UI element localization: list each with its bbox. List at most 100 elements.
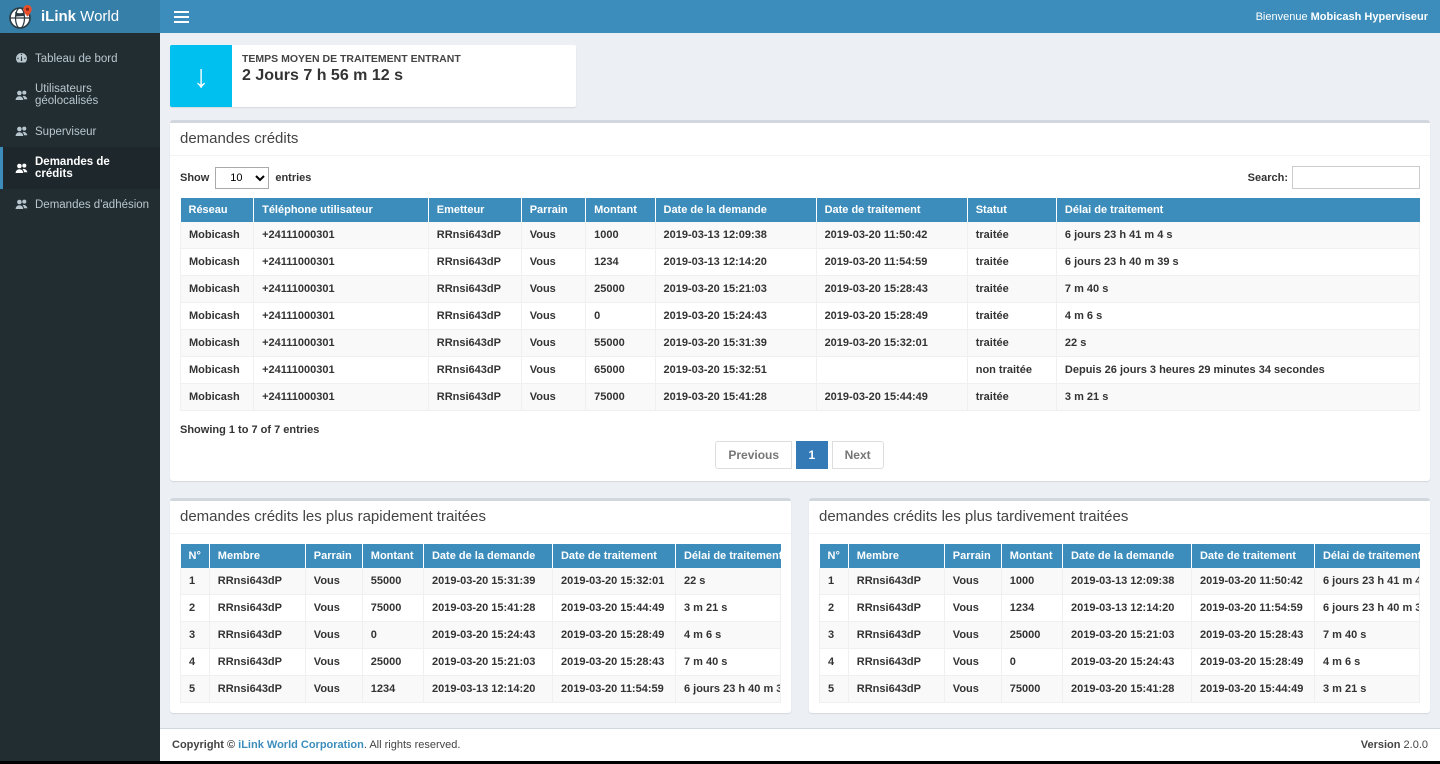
table-cell: 3 m 21 s bbox=[1056, 384, 1419, 411]
menu-icon bbox=[174, 16, 189, 18]
table-cell: 3 m 21 s bbox=[1314, 676, 1419, 703]
column-header[interactable]: Membre bbox=[209, 544, 305, 568]
sidebar-toggle-button[interactable] bbox=[160, 0, 203, 33]
column-header[interactable]: N° bbox=[820, 544, 849, 568]
column-header[interactable]: Parrain bbox=[305, 544, 362, 568]
table-cell: 2019-03-20 15:32:01 bbox=[552, 568, 675, 595]
table-cell: 2019-03-20 15:31:39 bbox=[423, 568, 552, 595]
stat-title: TEMPS MOYEN DE TRAITEMENT ENTRANT bbox=[242, 53, 461, 65]
table-cell: 4 m 6 s bbox=[675, 622, 780, 649]
previous-page-button[interactable]: Previous bbox=[715, 441, 792, 469]
column-header[interactable]: Statut bbox=[967, 198, 1056, 222]
table-cell: +24111000301 bbox=[254, 384, 429, 411]
dashboard-icon bbox=[15, 52, 28, 65]
sidebar-menu: Tableau de bord Utilisateurs géolocalisé… bbox=[0, 33, 160, 220]
table-cell: RRnsi643dP bbox=[428, 249, 521, 276]
table-cell: 25000 bbox=[1001, 622, 1062, 649]
column-header[interactable]: Montant bbox=[362, 544, 423, 568]
brand-logo[interactable]: iLink World bbox=[0, 0, 160, 33]
table-cell: 75000 bbox=[586, 384, 655, 411]
column-header[interactable]: Date de la demande bbox=[1062, 544, 1191, 568]
page-length-select[interactable]: 10 bbox=[215, 167, 269, 189]
table-cell: Mobicash bbox=[181, 384, 254, 411]
sidebar-item-label: Demandes d'adhésion bbox=[35, 199, 149, 211]
credits-panel-header: demandes crédits bbox=[170, 123, 1430, 156]
table-cell: 2019-03-20 15:32:01 bbox=[816, 330, 967, 357]
table-cell: +24111000301 bbox=[254, 303, 429, 330]
table-cell: RRnsi643dP bbox=[848, 676, 944, 703]
table-cell: 3 bbox=[181, 622, 210, 649]
sidebar-item-utilisateurs-geolocalises[interactable]: Utilisateurs géolocalisés bbox=[0, 74, 160, 116]
panel-title: demandes crédits bbox=[180, 130, 298, 147]
table-cell: 2019-03-20 15:41:28 bbox=[423, 595, 552, 622]
page-1-button[interactable]: 1 bbox=[796, 441, 829, 469]
table-cell: 25000 bbox=[586, 276, 655, 303]
column-header[interactable]: Date de traitement bbox=[552, 544, 675, 568]
table-cell: 2019-03-20 15:41:28 bbox=[655, 384, 816, 411]
table-cell: 3 bbox=[820, 622, 849, 649]
ilink-corporation-link[interactable]: iLink World Corporation bbox=[238, 739, 364, 751]
column-header[interactable]: Date de la demande bbox=[423, 544, 552, 568]
table-row: 4RRnsi643dPVous02019-03-20 15:24:432019-… bbox=[820, 649, 1420, 676]
column-header[interactable]: Date de la demande bbox=[655, 198, 816, 222]
table-row: Mobicash+24111000301RRnsi643dPVous02019-… bbox=[181, 303, 1420, 330]
table-cell: Vous bbox=[944, 676, 1001, 703]
copyright-label: Copyright © bbox=[172, 739, 238, 751]
next-page-button[interactable]: Next bbox=[832, 441, 884, 469]
table-row: 3RRnsi643dPVous02019-03-20 15:24:432019-… bbox=[181, 622, 781, 649]
sidebar-item-superviseur[interactable]: Superviseur bbox=[0, 116, 160, 147]
search-input[interactable] bbox=[1292, 166, 1420, 189]
table-cell: Vous bbox=[305, 595, 362, 622]
rights-text: . All rights reserved. bbox=[364, 739, 461, 751]
table-row: Mobicash+24111000301RRnsi643dPVous250002… bbox=[181, 276, 1420, 303]
column-header[interactable]: Parrain bbox=[944, 544, 1001, 568]
table-cell: 2019-03-20 15:44:49 bbox=[816, 384, 967, 411]
table-row: Mobicash+24111000301RRnsi643dPVous550002… bbox=[181, 330, 1420, 357]
version-text: Version 2.0.0 bbox=[1361, 739, 1428, 751]
version-number: 2.0.0 bbox=[1404, 739, 1428, 751]
sidebar: iLink World Tableau de bord Utilisateurs… bbox=[0, 0, 160, 761]
sidebar-item-demandes-d-adhesion[interactable]: Demandes d'adhésion bbox=[0, 189, 160, 220]
column-header[interactable]: N° bbox=[181, 544, 210, 568]
sidebar-item-demandes-de-credits[interactable]: Demandes de crédits bbox=[0, 147, 160, 189]
table-cell: RRnsi643dP bbox=[428, 222, 521, 249]
column-header[interactable]: Téléphone utilisateur bbox=[254, 198, 429, 222]
column-header[interactable]: Réseau bbox=[181, 198, 254, 222]
table-cell: 22 s bbox=[675, 568, 780, 595]
column-header[interactable]: Montant bbox=[1001, 544, 1062, 568]
table-cell: Mobicash bbox=[181, 357, 254, 384]
welcome-text[interactable]: Bienvenue Mobicash Hyperviseur bbox=[1256, 11, 1440, 23]
table-cell: RRnsi643dP bbox=[428, 330, 521, 357]
column-header[interactable]: Délai de traitement bbox=[1056, 198, 1419, 222]
table-head: N°MembreParrainMontantDate de la demande… bbox=[820, 544, 1420, 568]
version-label: Version bbox=[1361, 739, 1404, 751]
table-cell: Mobicash bbox=[181, 330, 254, 357]
column-header[interactable]: Délai de traitement bbox=[675, 544, 780, 568]
stat-card-content: TEMPS MOYEN DE TRAITEMENT ENTRANT 2 Jour… bbox=[232, 45, 471, 107]
table-row: 1RRnsi643dPVous10002019-03-13 12:09:3820… bbox=[820, 568, 1420, 595]
table-cell: traitée bbox=[967, 249, 1056, 276]
table-cell: 2 bbox=[820, 595, 849, 622]
welcome-user: Mobicash Hyperviseur bbox=[1311, 11, 1428, 23]
table-cell: 2019-03-20 15:28:49 bbox=[816, 303, 967, 330]
column-header[interactable]: Date de traitement bbox=[1191, 544, 1314, 568]
table-cell: 2019-03-13 12:14:20 bbox=[423, 676, 552, 703]
table-row: Mobicash+24111000301RRnsi643dPVous100020… bbox=[181, 222, 1420, 249]
column-header[interactable]: Emetteur bbox=[428, 198, 521, 222]
fastest-table: N°MembreParrainMontantDate de la demande… bbox=[180, 544, 781, 703]
table-cell: 75000 bbox=[362, 595, 423, 622]
table-cell: 2019-03-20 11:54:59 bbox=[1191, 595, 1314, 622]
column-header[interactable]: Délai de traitement bbox=[1314, 544, 1419, 568]
table-cell: Vous bbox=[521, 357, 585, 384]
column-header[interactable]: Date de traitement bbox=[816, 198, 967, 222]
show-label: Show bbox=[180, 172, 209, 184]
table-cell: RRnsi643dP bbox=[209, 649, 305, 676]
table-cell: +24111000301 bbox=[254, 330, 429, 357]
stat-card-temps-moyen: ↓ TEMPS MOYEN DE TRAITEMENT ENTRANT 2 Jo… bbox=[170, 45, 576, 107]
column-header[interactable]: Membre bbox=[848, 544, 944, 568]
sidebar-item-tableau-de-bord[interactable]: Tableau de bord bbox=[0, 43, 160, 74]
table-cell: RRnsi643dP bbox=[428, 276, 521, 303]
column-header[interactable]: Parrain bbox=[521, 198, 585, 222]
column-header[interactable]: Montant bbox=[586, 198, 655, 222]
entries-label: entries bbox=[275, 172, 311, 184]
